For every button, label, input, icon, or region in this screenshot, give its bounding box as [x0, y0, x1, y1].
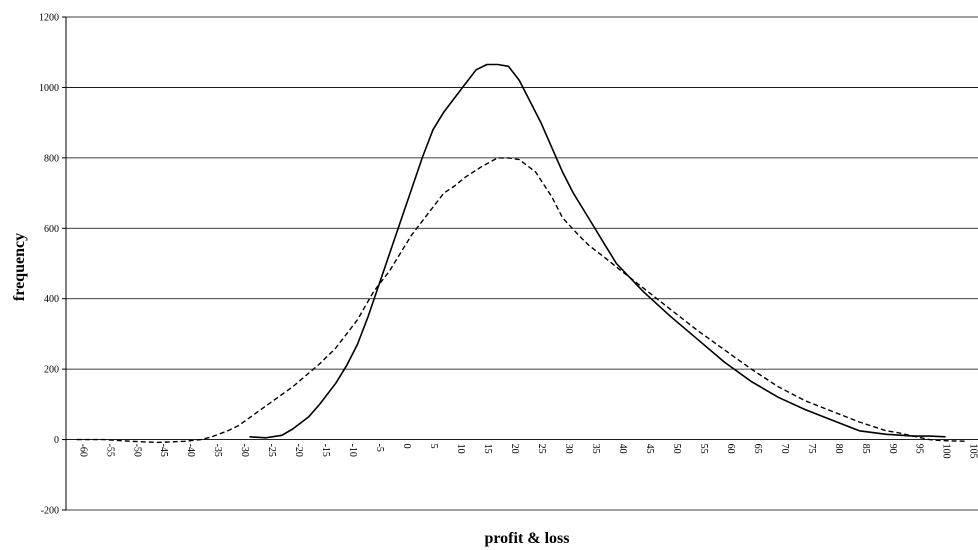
x-tick-label: 15: [482, 444, 493, 454]
y-tick-label: 200: [44, 365, 59, 376]
grid-lines: [66, 16, 978, 511]
x-axis-title: profit & loss: [484, 530, 569, 547]
x-tick-label: -10: [347, 444, 358, 457]
y-tick-label: 1200: [39, 13, 59, 24]
x-tick-label: 20: [509, 444, 520, 454]
x-tick-label: -15: [320, 444, 331, 457]
x-tick-label: 5: [428, 444, 439, 449]
y-tick-label: 400: [44, 294, 59, 305]
y-tick-label: 0: [54, 435, 59, 446]
x-tick-label: -40: [185, 444, 196, 457]
x-tick-label: 50: [671, 444, 682, 454]
x-tick-label: 45: [644, 444, 655, 454]
x-tick-label: -30: [239, 444, 250, 457]
x-tick-label: -20: [293, 444, 304, 457]
x-tick-label: -5: [374, 444, 385, 452]
y-tick-label: 1000: [39, 83, 59, 94]
x-tick-label: 0: [401, 444, 412, 449]
x-tick-label: 90: [887, 444, 898, 454]
x-tick-label: 80: [833, 444, 844, 454]
x-tick-label: 105: [968, 444, 978, 459]
x-tick-label: 75: [806, 444, 817, 454]
x-tick-label: -60: [77, 444, 88, 457]
y-tick-label: 600: [44, 224, 59, 235]
x-tick-label: 95: [914, 444, 925, 454]
x-tick-label: -50: [131, 444, 142, 457]
y-axis: -200 0 200 400 600 800 1000 1200: [39, 13, 67, 517]
x-tick-label: -25: [266, 444, 277, 457]
series-line-dashed: [76, 157, 968, 444]
y-tick-label: -200: [41, 506, 59, 517]
x-tick-label: 70: [779, 444, 790, 454]
x-tick-label: 100: [941, 444, 952, 459]
y-tick-label: 800: [44, 153, 59, 164]
x-tick-label: -55: [104, 444, 115, 457]
x-tick-label: 35: [590, 444, 601, 454]
x-tick-label: 60: [725, 444, 736, 454]
x-tick-label: 40: [617, 444, 628, 454]
x-tick-label: 65: [752, 444, 763, 454]
x-tick-label: 10: [455, 444, 466, 454]
y-axis-title: frequency: [11, 233, 28, 301]
series-line-solid: [249, 63, 946, 439]
x-tick-label: -45: [158, 444, 169, 457]
x-tick-label: 30: [563, 444, 574, 454]
x-tick-label: 25: [536, 444, 547, 454]
series-group: [76, 63, 968, 444]
x-axis: -60 -55 -50 -45 -40 -35 -30 -25 -20 -15 -10 -5 0 5 10 1…: [77, 444, 978, 459]
x-tick-label: 55: [698, 444, 709, 454]
x-tick-label: 85: [860, 444, 871, 454]
x-tick-label: -35: [212, 444, 223, 457]
